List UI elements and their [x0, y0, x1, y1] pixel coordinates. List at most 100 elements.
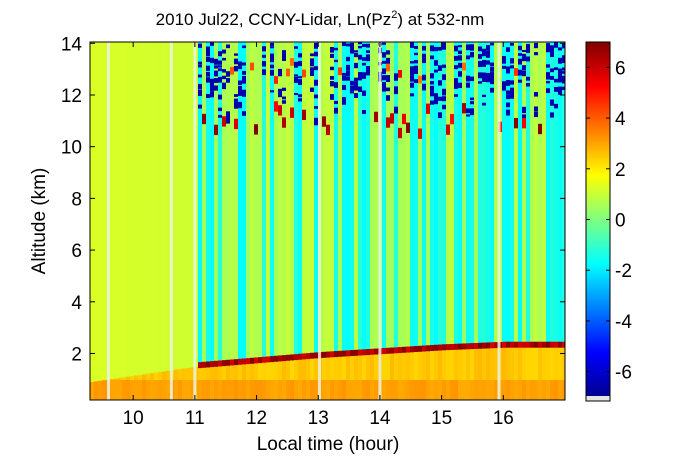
heat-cell-boundary-layer	[282, 359, 286, 400]
colorbar-frame	[585, 41, 611, 402]
heat-cell-pbl-top	[510, 341, 514, 348]
heat-cell-free-troposphere	[322, 42, 326, 356]
heat-cell-boundary-layer	[446, 348, 450, 400]
heat-cell-pbl-top	[230, 359, 234, 366]
heat-cell-noise	[298, 61, 302, 66]
heat-cell-noise	[366, 54, 370, 61]
heat-cell-boundary-layer	[434, 348, 438, 400]
heat-cell-pbl-top	[206, 361, 210, 368]
plot-frame	[89, 41, 566, 401]
heat-cell-cirrus	[390, 113, 394, 124]
heat-cell-surface	[126, 380, 130, 400]
heat-cell-noise	[382, 42, 386, 45]
heat-cell-noise	[386, 75, 390, 81]
heat-cell-boundary-layer	[370, 352, 374, 400]
heat-cell-noise	[206, 46, 210, 50]
heat-cell-noise	[330, 53, 334, 58]
heat-cell-surface	[94, 380, 98, 400]
heat-cell-free-troposphere	[278, 42, 282, 360]
heat-cell-noise	[210, 86, 214, 92]
heat-cell-pbl-top	[250, 357, 254, 364]
heat-cell-pbl-top	[294, 354, 298, 361]
heat-cell-surface	[370, 380, 374, 400]
heat-cell-boundary-layer	[550, 345, 554, 400]
heat-cell-surface	[178, 380, 182, 400]
heat-cell-surface	[238, 380, 242, 400]
heat-cell-noise	[550, 75, 554, 80]
heat-cell-noise	[442, 96, 446, 102]
heat-cell-boundary-layer	[310, 356, 314, 400]
heat-cell-free-troposphere	[314, 42, 318, 357]
heat-cell-free-troposphere	[546, 42, 550, 346]
heat-cell-noise	[282, 55, 286, 60]
heat-cell-high-cloud	[418, 75, 422, 84]
heat-cell-noise	[550, 45, 554, 51]
heat-cell-noise	[554, 103, 558, 108]
heat-cell-pbl-top	[214, 360, 218, 367]
heat-cell-free-troposphere	[438, 42, 442, 349]
heat-cell-noise	[334, 107, 338, 112]
heat-cell-noise	[270, 64, 274, 69]
heat-cell-noise	[442, 42, 446, 46]
heat-cell-noise	[562, 55, 565, 62]
heat-cell-high-cloud	[514, 68, 518, 76]
heat-cell-surface	[350, 380, 354, 400]
heat-cell-noise	[434, 46, 438, 52]
y-tick-label: 10	[61, 138, 82, 159]
heat-cell-noise	[282, 87, 286, 91]
heat-cell-noise	[478, 54, 482, 59]
heat-cell-free-troposphere	[486, 42, 490, 347]
heat-cell-surface	[562, 380, 565, 400]
heat-cell-free-troposphere	[446, 42, 450, 349]
x-tick-label: 10	[123, 408, 144, 429]
heat-cell-surface	[246, 380, 250, 400]
heat-cell-noise	[346, 71, 350, 76]
heat-cell-noise	[206, 77, 210, 83]
heat-cell-pbl-top	[390, 347, 394, 354]
heat-cell-free-troposphere	[202, 42, 206, 366]
heat-cell-free-troposphere	[414, 42, 418, 351]
heat-cell-boundary-layer	[526, 345, 530, 400]
heat-cell-free-troposphere	[494, 42, 498, 347]
heat-cell-high-cloud	[230, 66, 234, 75]
heat-cell-noise	[478, 81, 482, 84]
heat-cell-noise	[214, 85, 218, 91]
heat-cell-cirrus	[402, 113, 406, 125]
heat-cell-noise	[442, 104, 446, 110]
heat-cell-surface	[478, 380, 482, 400]
heat-cell-noise	[490, 67, 494, 72]
heat-cell-noise	[438, 48, 442, 51]
heat-cell-noise	[510, 93, 514, 99]
heat-cell-noise	[234, 58, 238, 65]
heat-cell-noise	[358, 42, 362, 45]
heat-cell-pbl-top	[502, 341, 506, 348]
heat-cell-noise	[310, 58, 314, 62]
heat-cell-noise	[434, 93, 438, 98]
heat-cell-boundary-layer	[390, 351, 394, 400]
heat-cell-cirrus	[386, 117, 390, 128]
heat-cell-free-troposphere	[370, 42, 374, 353]
heat-cell-surface	[294, 380, 298, 400]
heat-cell-noise	[430, 85, 434, 92]
heat-cell-noise	[310, 71, 314, 75]
heat-cell-noise	[198, 93, 202, 97]
heat-cell-noise	[526, 47, 530, 53]
heat-cell-noise	[410, 75, 414, 79]
heat-cell-noise	[482, 72, 486, 79]
heat-cell-surface	[538, 380, 542, 400]
heat-cell-pbl-top	[298, 353, 302, 360]
heat-cell-cirrus	[282, 117, 286, 128]
heat-cell-pbl-top	[482, 342, 486, 349]
x-axis: 10 11 12 13 14 15 16	[123, 42, 514, 429]
heat-cell-noise	[382, 52, 386, 58]
heat-cell-surface	[150, 380, 154, 400]
heat-cell-noise	[466, 108, 470, 114]
heat-cell-noise	[314, 94, 318, 99]
heat-cell-pbl-top	[418, 345, 422, 352]
heat-cell-surface	[358, 380, 362, 400]
heat-cell-noise	[330, 81, 334, 87]
heat-cell-noise	[534, 52, 538, 56]
heat-cell-noise	[550, 99, 554, 105]
heat-cell-noise	[466, 78, 470, 82]
heat-cell-noise	[382, 60, 386, 64]
